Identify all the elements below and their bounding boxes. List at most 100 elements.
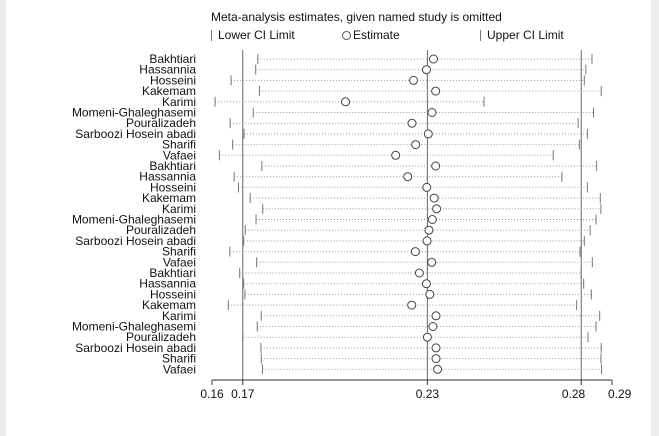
estimate-marker <box>428 322 438 331</box>
study-label: Karimi <box>162 202 196 216</box>
legend-lower-ci-label: Lower CI Limit <box>218 28 295 42</box>
study-row-12: Hosseini <box>150 180 588 194</box>
estimate-marker <box>427 257 437 267</box>
estimate-marker <box>422 332 432 342</box>
study-label: Kakemam <box>142 84 196 98</box>
study-row-7: Sarboozi Hosein abadi <box>75 127 588 141</box>
study-label: Sarboozi Hosein abadi <box>75 341 196 355</box>
study-row-1: Hassannia <box>139 63 587 77</box>
legend-estimate-marker <box>342 30 351 40</box>
study-row-27: Sarboozi Hosein abadi <box>75 341 602 355</box>
legend-upper-ci-marker <box>480 29 481 41</box>
estimate-marker <box>391 150 401 160</box>
estimate-marker <box>427 108 437 117</box>
x-tick-label-1: 0.17 <box>231 387 255 401</box>
estimate-marker <box>429 193 439 203</box>
study-label: Bakhtiari <box>149 159 196 173</box>
study-label: Sarboozi Hosein abadi <box>75 127 196 141</box>
study-row-6: Pouralizadeh <box>126 116 579 130</box>
estimate-marker <box>421 279 431 289</box>
x-tick-label-3: 0.28 <box>562 387 586 401</box>
study-label: Karimi <box>162 309 196 323</box>
right-scrollbar-area <box>651 0 659 436</box>
estimate-marker <box>431 343 441 353</box>
study-label: Sharifi <box>162 245 196 259</box>
study-label: Bakhtiari <box>149 266 196 280</box>
estimate-marker <box>429 54 439 64</box>
study-label: Karimi <box>162 95 196 109</box>
estimate-marker <box>409 75 419 85</box>
study-label: Pouralizadeh <box>126 116 196 130</box>
study-label: Bakhtiari <box>149 52 196 66</box>
study-row-13: Kakemam <box>142 191 601 205</box>
study-row-11: Hassannia <box>139 170 563 184</box>
x-tick-label-0: 0.16 <box>200 387 224 401</box>
estimate-marker <box>407 300 417 310</box>
x-tick-label-2: 0.23 <box>416 387 440 401</box>
estimate-marker <box>414 268 424 278</box>
estimate-marker <box>424 225 434 235</box>
study-label: Hassannia <box>139 170 196 184</box>
study-row-0: Bakhtiari <box>149 52 593 66</box>
chart-title: Meta-analysis estimates, given named stu… <box>211 10 502 24</box>
study-label: Sharifi <box>162 352 196 366</box>
study-label: Vafaei <box>163 148 196 162</box>
study-label: Momeni-Ghaleghasemi <box>72 106 196 120</box>
study-row-14: Karimi <box>162 202 602 216</box>
study-row-24: Karimi <box>162 309 601 323</box>
study-label: Momeni-Ghaleghasemi <box>72 320 196 334</box>
study-label: Kakemam <box>142 191 196 205</box>
study-row-16: Pouralizadeh <box>126 223 591 237</box>
estimate-marker <box>431 311 441 321</box>
estimate-marker <box>421 65 431 75</box>
estimate-marker <box>422 236 432 246</box>
study-label: Hosseini <box>150 73 196 87</box>
legend-estimate: Estimate <box>342 28 400 42</box>
study-label: Hosseini <box>150 287 196 301</box>
estimate-marker <box>407 118 417 128</box>
study-label: Hassannia <box>139 63 196 77</box>
estimate-marker <box>432 204 442 214</box>
study-row-25: Momeni-Ghaleghasemi <box>72 320 597 334</box>
estimate-marker <box>431 354 441 364</box>
study-row-22: Hosseini <box>150 287 592 301</box>
estimate-marker <box>341 97 351 107</box>
legend-lower-ci: Lower CI Limit <box>211 28 295 42</box>
study-row-8: Sharifi <box>162 138 580 152</box>
study-row-17: Sarboozi Hosein abadi <box>75 234 585 248</box>
study-row-26: Pouralizadeh <box>126 330 589 344</box>
estimate-marker <box>422 182 432 192</box>
study-row-21: Hassannia <box>139 277 585 291</box>
study-row-20: Bakhtiari <box>149 266 582 280</box>
study-label: Vafaei <box>163 255 196 269</box>
estimate-marker <box>403 172 413 182</box>
estimate-marker <box>427 215 437 224</box>
study-label: Pouralizadeh <box>126 223 196 237</box>
study-row-3: Kakemam <box>142 84 602 98</box>
study-label: Kakemam <box>142 298 196 312</box>
study-row-15: Momeni-Ghaleghasemi <box>72 213 597 227</box>
study-label: Momeni-Ghaleghasemi <box>72 213 196 227</box>
study-row-2: Hosseini <box>150 73 585 87</box>
study-label: Hassannia <box>139 277 196 291</box>
study-label: Vafaei <box>163 362 196 376</box>
estimate-marker <box>411 140 421 150</box>
study-row-18: Sharifi <box>162 245 581 259</box>
study-row-9: Vafaei <box>163 148 554 162</box>
legend-estimate-label: Estimate <box>353 28 400 42</box>
estimate-marker <box>431 86 441 96</box>
study-label: Hosseini <box>150 180 196 194</box>
study-row-23: Kakemam <box>142 298 578 312</box>
study-label: Pouralizadeh <box>126 330 196 344</box>
legend-upper-ci-label: Upper CI Limit <box>487 28 564 42</box>
study-row-28: Sharifi <box>162 352 602 366</box>
study-label: Sarboozi Hosein abadi <box>75 234 196 248</box>
estimate-marker <box>425 289 435 299</box>
estimate-marker <box>410 247 420 257</box>
estimate-marker <box>423 129 433 139</box>
legend-upper-ci: Upper CI Limit <box>480 28 564 42</box>
estimate-marker <box>431 161 441 171</box>
legend-lower-ci-marker <box>211 29 212 41</box>
study-row-19: Vafaei <box>163 255 593 269</box>
